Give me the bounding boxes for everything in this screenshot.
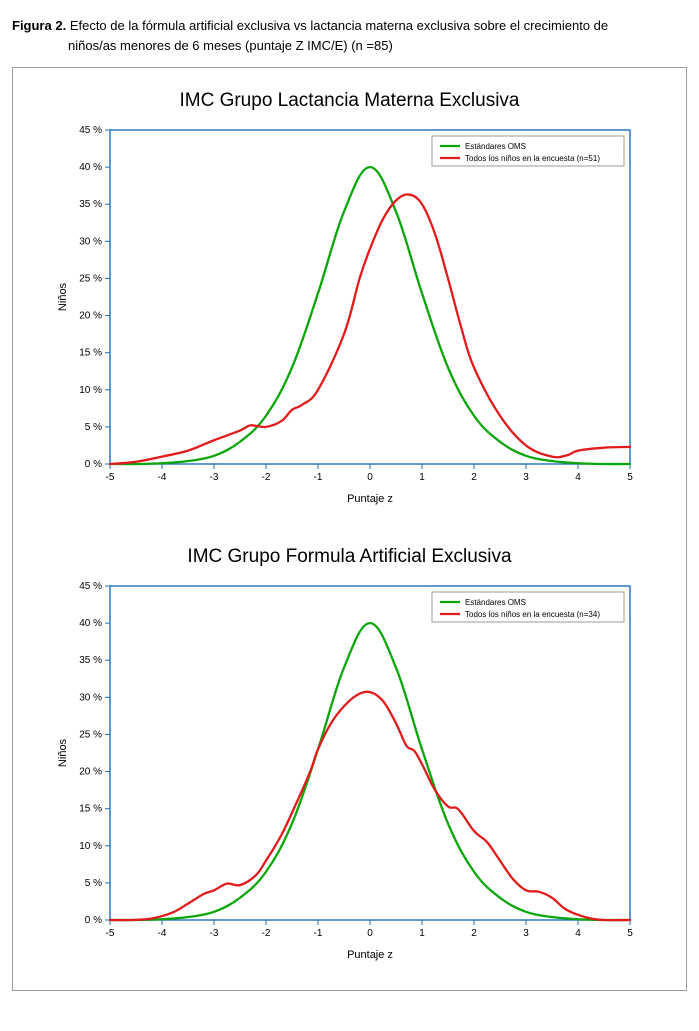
chart-svg: -5 -4 -3 -2 -1 0 1 2 3 4 5 0 % 5 % 10 % 15 % 20 % 25 % 30… (50, 568, 650, 968)
svg-text:Todos los niños en la encuesta: Todos los niños en la encuesta (n=34) (465, 610, 600, 619)
svg-text:0: 0 (367, 928, 373, 939)
svg-text:-1: -1 (313, 928, 322, 939)
svg-text:1: 1 (419, 472, 425, 483)
svg-text:10 %: 10 % (79, 841, 102, 852)
svg-text:25 %: 25 % (79, 273, 102, 284)
svg-text:Estándares OMS: Estándares OMS (465, 142, 526, 151)
caption-line2: niños/as menores de 6 meses (puntaje Z I… (12, 36, 687, 56)
svg-text:-2: -2 (261, 472, 270, 483)
svg-text:2: 2 (471, 928, 477, 939)
svg-text:40 %: 40 % (79, 162, 102, 173)
figure-caption: Figura 2. Efecto de la fórmula artificia… (12, 16, 687, 55)
svg-text:0: 0 (367, 472, 373, 483)
figure-label: Figura 2. (12, 18, 66, 33)
chart-lactancia: IMC Grupo Lactancia Materna Exclusiva -5… (39, 90, 660, 512)
svg-text:45 %: 45 % (79, 581, 102, 592)
svg-text:45 %: 45 % (79, 125, 102, 136)
svg-text:25 %: 25 % (79, 729, 102, 740)
svg-text:-3: -3 (209, 472, 218, 483)
svg-text:Puntaje z: Puntaje z (347, 949, 393, 961)
svg-text:Puntaje z: Puntaje z (347, 493, 393, 505)
chart-formula: IMC Grupo Formula Artificial Exclusiva -… (39, 546, 660, 968)
svg-text:0 %: 0 % (84, 459, 101, 470)
svg-text:3: 3 (523, 472, 529, 483)
svg-text:Todos los niños en la encuesta: Todos los niños en la encuesta (n=51) (465, 154, 600, 163)
caption-line1: Efecto de la fórmula artificial exclusiv… (70, 18, 608, 33)
svg-text:20 %: 20 % (79, 311, 102, 322)
svg-text:-2: -2 (261, 928, 270, 939)
svg-text:15 %: 15 % (79, 348, 102, 359)
chart-title: IMC Grupo Formula Artificial Exclusiva (39, 546, 660, 568)
svg-text:5: 5 (627, 472, 633, 483)
svg-text:30 %: 30 % (79, 692, 102, 703)
svg-text:15 %: 15 % (79, 804, 102, 815)
svg-text:5: 5 (627, 928, 633, 939)
svg-text:40 %: 40 % (79, 618, 102, 629)
svg-text:-5: -5 (105, 472, 114, 483)
svg-text:20 %: 20 % (79, 767, 102, 778)
svg-text:10 %: 10 % (79, 385, 102, 396)
svg-text:-4: -4 (157, 472, 166, 483)
svg-text:Estándares OMS: Estándares OMS (465, 598, 526, 607)
svg-text:-3: -3 (209, 928, 218, 939)
svg-text:35 %: 35 % (79, 655, 102, 666)
svg-text:4: 4 (575, 472, 581, 483)
svg-text:5 %: 5 % (84, 422, 101, 433)
svg-text:Niños: Niños (57, 738, 69, 767)
svg-text:-1: -1 (313, 472, 322, 483)
svg-text:0 %: 0 % (84, 915, 101, 926)
svg-text:3: 3 (523, 928, 529, 939)
svg-text:-4: -4 (157, 928, 166, 939)
svg-text:-5: -5 (105, 928, 114, 939)
figure-panel: IMC Grupo Lactancia Materna Exclusiva -5… (12, 67, 687, 991)
svg-text:1: 1 (419, 928, 425, 939)
svg-text:35 %: 35 % (79, 199, 102, 210)
svg-text:2: 2 (471, 472, 477, 483)
chart-title: IMC Grupo Lactancia Materna Exclusiva (39, 90, 660, 112)
svg-text:30 %: 30 % (79, 236, 102, 247)
svg-text:Niños: Niños (57, 282, 69, 311)
chart-svg: -5 -4 -3 -2 -1 0 1 2 3 4 5 0 % 5 % 10 % 15 % 20 % 25 % 30… (50, 112, 650, 512)
svg-text:5 %: 5 % (84, 878, 101, 889)
svg-text:4: 4 (575, 928, 581, 939)
